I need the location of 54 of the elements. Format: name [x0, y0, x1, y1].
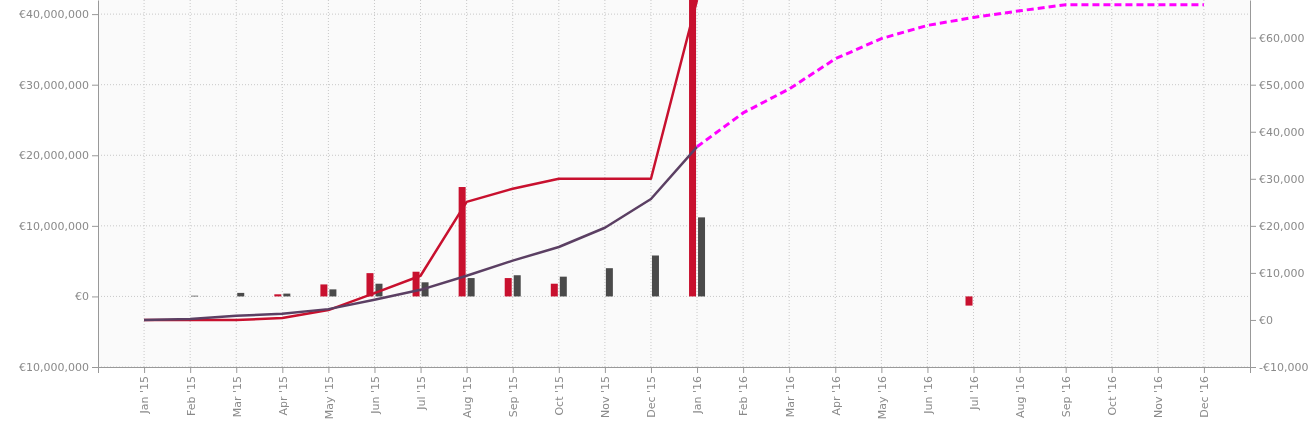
- x-tick-label: Nov '15: [599, 376, 613, 418]
- x-tick-label: Oct '15: [553, 376, 567, 416]
- x-tick-label: Jan '16: [691, 376, 705, 415]
- y-tick-label: €20,000,000: [19, 149, 89, 163]
- bar: [467, 278, 475, 297]
- bar: [329, 289, 337, 297]
- x-tick-label: Sep '16: [1060, 376, 1074, 418]
- x-tick-label: Nov '16: [1152, 376, 1166, 418]
- bar: [550, 283, 558, 297]
- bar: [366, 273, 374, 297]
- x-tick-label: Mar '15: [230, 376, 244, 418]
- x-tick-label: Apr '16: [829, 376, 843, 416]
- x-tick-label: Dec '15: [645, 376, 659, 418]
- x-tick-label: Aug '16: [1013, 376, 1027, 418]
- y-tick-label: €0: [75, 290, 89, 304]
- bar: [559, 276, 567, 297]
- x-tick-label: Jan '15: [138, 376, 152, 415]
- bar: [651, 255, 659, 297]
- bar: [965, 296, 973, 306]
- x-tick-label: Sep '15: [507, 376, 521, 418]
- x-tick-label: Dec '16: [1198, 376, 1212, 418]
- x-tick-label: Jul '16: [967, 376, 981, 411]
- line-series: [142, 145, 699, 322]
- y2-tick-label: €10,000: [1259, 266, 1305, 280]
- x-tick-label: Feb '16: [737, 376, 751, 416]
- y2-tick-label: €30,000: [1259, 172, 1305, 186]
- bar: [605, 268, 613, 297]
- x-tick-label: May '15: [322, 376, 336, 420]
- bar: [513, 275, 521, 297]
- bar: [504, 278, 512, 297]
- line-series: [695, 3, 1206, 149]
- y2-tick-label: €0: [1259, 313, 1273, 327]
- x-tick-label: Mar '16: [783, 376, 797, 418]
- x-tick-label: May '16: [875, 376, 889, 420]
- bar: [458, 187, 466, 297]
- x-tick-label: Feb '15: [184, 376, 198, 416]
- x-tick-label: Apr '15: [276, 376, 290, 416]
- y-tick-label: €10,000,000: [19, 219, 89, 233]
- x-tick-label: Jun '16: [921, 376, 935, 415]
- y2-tick-label: €60,000: [1259, 31, 1305, 45]
- y-tick-label: €40,000,000: [19, 8, 89, 22]
- x-tick-label: Jun '15: [368, 376, 382, 415]
- y2-tick-label: €50,000: [1259, 78, 1305, 92]
- x-tick-label: Jul '15: [414, 376, 428, 411]
- x-tick-label: Aug '15: [460, 376, 474, 418]
- y-tick-label: €10,000,000: [19, 361, 89, 375]
- x-tick-label: Oct '16: [1106, 376, 1120, 416]
- bar: [320, 284, 328, 297]
- y2-tick-label: €40,000: [1259, 125, 1305, 139]
- bar: [274, 294, 282, 297]
- y2-tick-label: €20,000: [1259, 219, 1305, 233]
- bar: [698, 217, 706, 297]
- y-tick-label: €30,000,000: [19, 78, 89, 92]
- y2-tick-label: -€10,000: [1259, 361, 1309, 375]
